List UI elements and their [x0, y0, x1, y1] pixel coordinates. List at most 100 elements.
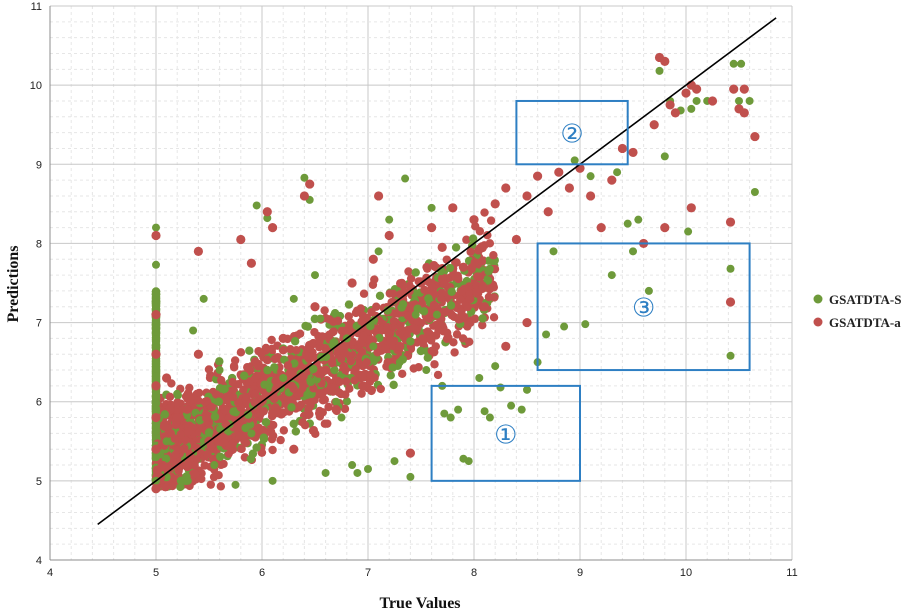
- cluster-point: [444, 333, 453, 342]
- cluster-point: [395, 279, 405, 288]
- cluster-point: [151, 426, 161, 436]
- cluster-point: [341, 326, 350, 335]
- cluster-point: [389, 289, 398, 299]
- point-gsatdta-a: [262, 207, 272, 217]
- cluster-point: [446, 301, 456, 310]
- point-gsatdta-a: [172, 412, 182, 423]
- cluster-point: [458, 334, 468, 343]
- cluster-point: [309, 364, 318, 374]
- point-gsatdta-s: [655, 66, 664, 75]
- point-gsatdta-a: [707, 96, 718, 106]
- cluster-point: [160, 422, 169, 431]
- cluster-point: [204, 428, 214, 437]
- point-gsatdta-s: [726, 264, 735, 273]
- cluster-point: [362, 358, 371, 367]
- cluster-point: [427, 334, 436, 344]
- point-gsatdta-a: [564, 183, 575, 193]
- cluster-point: [318, 396, 328, 405]
- cluster-point: [477, 242, 486, 251]
- point-gsatdta-a: [670, 108, 681, 118]
- cluster-point: [237, 444, 246, 454]
- cluster-point: [447, 287, 456, 296]
- cluster-point: [351, 364, 360, 374]
- cluster-point: [241, 423, 250, 433]
- point-gsatdta-a: [739, 84, 749, 94]
- cluster-point: [423, 353, 432, 362]
- point-gsatdta-a: [725, 297, 736, 307]
- cluster-point: [315, 412, 325, 421]
- annotation-boxes: ① ② ③: [430, 99, 751, 482]
- reference-line: [97, 17, 777, 526]
- cluster-point: [483, 230, 492, 240]
- cluster-point: [287, 381, 297, 391]
- cluster-point: [388, 341, 397, 351]
- point-gsatdta-a: [310, 302, 320, 312]
- point-gsatdta-a: [220, 405, 230, 415]
- point-gsatdta-s: [507, 401, 516, 410]
- cluster-point: [486, 216, 496, 225]
- point-gsatdta-a: [151, 412, 161, 423]
- point-gsatdta-a: [480, 302, 490, 312]
- point-gsatdta-s: [427, 203, 436, 212]
- cluster-point: [366, 370, 375, 379]
- cluster-point: [151, 372, 161, 381]
- point-gsatdta-s: [263, 214, 272, 223]
- cluster-point: [462, 235, 471, 244]
- cluster-point: [283, 361, 293, 370]
- cluster-point: [451, 243, 461, 252]
- point-gsatdta-a: [681, 88, 691, 98]
- cluster-point: [381, 344, 390, 353]
- cluster-point: [345, 384, 354, 393]
- cluster-point: [215, 384, 225, 393]
- cluster-point: [389, 380, 398, 390]
- cluster-point: [457, 287, 466, 296]
- x-tick-label: 8: [471, 567, 477, 579]
- point-gsatdta-s: [332, 397, 341, 406]
- point-gsatdta-s: [348, 461, 357, 470]
- cluster-point: [279, 345, 288, 355]
- cluster-point: [309, 384, 318, 393]
- point-gsatdta-a: [278, 333, 288, 343]
- point-gsatdta-s: [692, 96, 701, 105]
- point-gsatdta-a: [725, 217, 736, 227]
- cluster-point: [429, 290, 439, 299]
- point-gsatdta-s: [152, 389, 160, 398]
- cluster-point: [214, 397, 224, 406]
- point-gsatdta-s: [385, 215, 394, 224]
- cluster-point: [263, 366, 272, 375]
- cluster-point: [467, 263, 476, 272]
- point-gsatdta-a: [437, 242, 447, 252]
- point-gsatdta-s: [422, 366, 431, 375]
- x-tick-label: 11: [786, 567, 797, 579]
- cluster-point: [375, 291, 385, 300]
- annotation-label-1: ①: [494, 420, 517, 450]
- cluster-point: [160, 410, 170, 419]
- cluster-point: [287, 403, 296, 412]
- cluster-point: [335, 377, 344, 387]
- cluster-point: [445, 263, 455, 273]
- cluster-point: [370, 275, 379, 284]
- cluster-point: [485, 239, 495, 248]
- point-gsatdta-a: [151, 230, 161, 241]
- cluster-point: [393, 309, 403, 318]
- point-gsatdta-a: [236, 234, 246, 245]
- point-gsatdta-s: [152, 322, 160, 331]
- point-gsatdta-s: [183, 476, 192, 485]
- point-gsatdta-s: [374, 247, 383, 256]
- cluster-point: [165, 392, 175, 402]
- cluster-point: [480, 208, 489, 217]
- point-gsatdta-a: [246, 258, 256, 268]
- cluster-point: [303, 345, 312, 354]
- point-gsatdta-a: [554, 167, 564, 177]
- cluster-point: [290, 359, 299, 368]
- data-points: [151, 52, 760, 494]
- point-gsatdta-a: [501, 183, 511, 193]
- point-gsatdta-s: [199, 294, 208, 303]
- cluster-point: [260, 380, 269, 389]
- cluster-point: [303, 390, 312, 399]
- point-gsatdta-s: [623, 219, 632, 228]
- point-gsatdta-a: [405, 448, 415, 458]
- cluster-point: [323, 419, 332, 428]
- cluster-point: [324, 402, 333, 412]
- cluster-point: [346, 356, 356, 366]
